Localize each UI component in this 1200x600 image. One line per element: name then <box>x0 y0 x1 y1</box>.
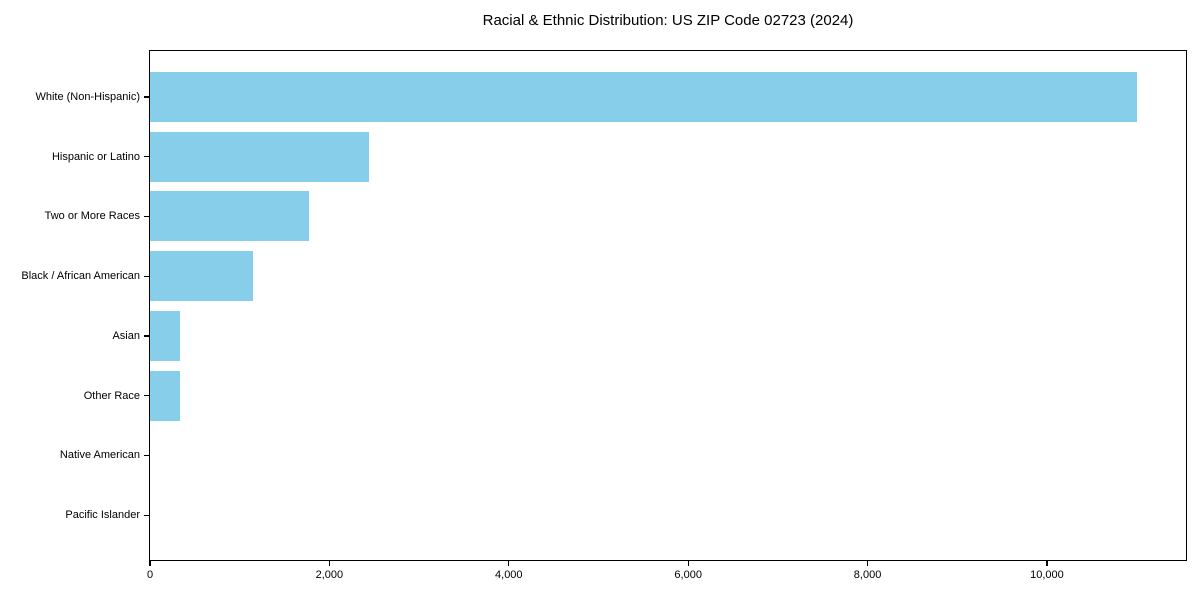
y-axis-category-label: Other Race <box>83 389 140 402</box>
y-axis-tick <box>144 454 149 457</box>
y-axis-category-label: Hispanic or Latino <box>51 150 140 163</box>
x-axis-tick-label: 2,000 <box>315 569 344 581</box>
x-axis-tick <box>149 561 151 566</box>
x-axis-tick-label: 0 <box>146 569 154 581</box>
y-axis-tick <box>144 395 149 397</box>
x-axis-tick <box>866 561 869 566</box>
x-axis-tick <box>1046 561 1048 566</box>
x-axis-tick-label: 6,000 <box>674 569 702 581</box>
x-axis-tick-label: 10,000 <box>1030 569 1064 581</box>
x-axis-tick <box>687 561 689 566</box>
bar <box>150 310 181 361</box>
plot-area <box>149 50 1187 561</box>
bar <box>150 191 310 242</box>
y-axis-category-label: Black / African American <box>21 270 140 283</box>
x-axis-tick <box>328 561 330 566</box>
bar <box>150 71 1137 122</box>
bar <box>150 251 253 302</box>
y-axis-tick <box>144 335 149 337</box>
y-axis-tick <box>144 215 149 218</box>
y-axis-tick <box>144 275 149 277</box>
bar <box>150 370 181 421</box>
y-axis-category-label: Two or More Races <box>44 210 140 223</box>
bar <box>150 131 369 182</box>
y-axis-category-label: Asian <box>112 329 140 342</box>
y-axis-tick <box>144 96 149 98</box>
y-axis-category-label: White (Non-Hispanic) <box>35 90 140 103</box>
y-axis-tick <box>144 156 149 158</box>
chart-title: Racial & Ethnic Distribution: US ZIP Cod… <box>482 12 854 29</box>
x-axis-tick-label: 4,000 <box>495 569 523 581</box>
x-axis-tick <box>508 561 510 566</box>
x-axis-tick-label: 8,000 <box>853 569 882 581</box>
y-axis-category-label: Native American <box>59 449 140 462</box>
y-axis-tick <box>144 514 149 516</box>
y-axis-category-label: Pacific Islander <box>65 509 140 522</box>
